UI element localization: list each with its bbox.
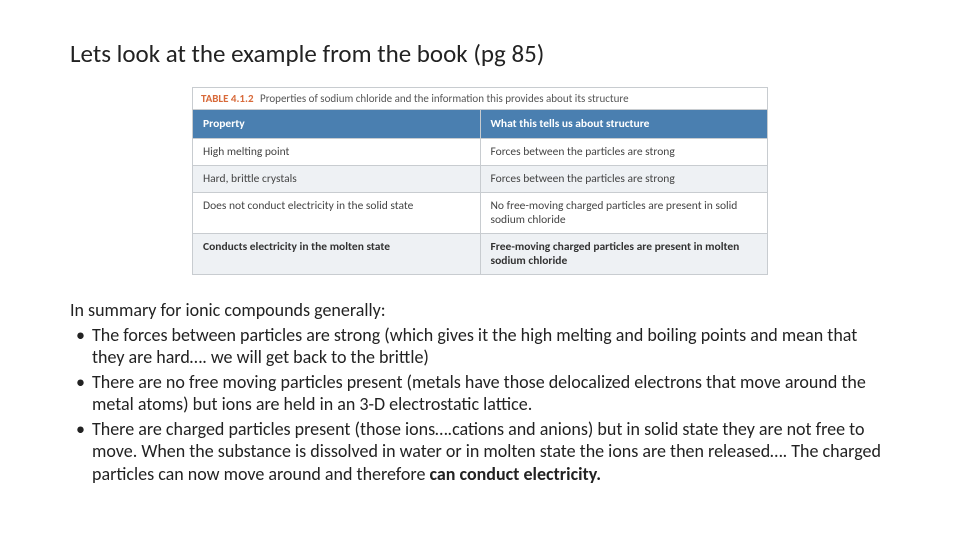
- table-row: High melting point Forces between the pa…: [193, 139, 767, 166]
- table-cell: No free-moving charged particles are pre…: [480, 193, 767, 234]
- table-cell: Forces between the particles are strong: [480, 139, 767, 166]
- table-cell: Conducts electricity in the molten state: [193, 234, 480, 275]
- list-item: There are no free moving particles prese…: [74, 371, 890, 416]
- properties-table: Property What this tells us about struct…: [193, 110, 767, 274]
- summary-block: In summary for ionic compounds generally…: [70, 299, 890, 485]
- table-header-cell: Property: [193, 110, 480, 139]
- bullet-text: The forces between particles are strong …: [92, 324, 857, 369]
- table-cell: Hard, brittle crystals: [193, 166, 480, 193]
- summary-intro: In summary for ionic compounds generally…: [70, 299, 890, 322]
- table-caption-text: Properties of sodium chloride and the in…: [260, 92, 629, 105]
- table-header-cell: What this tells us about structure: [480, 110, 767, 139]
- table-caption: TABLE 4.1.2 Properties of sodium chlorid…: [193, 88, 767, 110]
- table-row: Hard, brittle crystals Forces between th…: [193, 166, 767, 193]
- bullet-strong: can conduct electricity.: [429, 463, 601, 485]
- properties-table-container: TABLE 4.1.2 Properties of sodium chlorid…: [192, 87, 768, 275]
- table-header-row: Property What this tells us about struct…: [193, 110, 767, 139]
- table-caption-label: TABLE 4.1.2: [201, 92, 254, 105]
- summary-list: The forces between particles are strong …: [70, 324, 890, 486]
- table-cell: High melting point: [193, 139, 480, 166]
- list-item: There are charged particles present (tho…: [74, 418, 890, 486]
- slide: Lets look at the example from the book (…: [0, 0, 960, 485]
- table-cell: Free-moving charged particles are presen…: [480, 234, 767, 275]
- page-title: Lets look at the example from the book (…: [70, 38, 890, 69]
- bullet-text: There are no free moving particles prese…: [92, 371, 866, 416]
- table-cell: Does not conduct electricity in the soli…: [193, 193, 480, 234]
- table-cell: Forces between the particles are strong: [480, 166, 767, 193]
- table-row: Conducts electricity in the molten state…: [193, 234, 767, 275]
- table-row: Does not conduct electricity in the soli…: [193, 193, 767, 234]
- list-item: The forces between particles are strong …: [74, 324, 890, 369]
